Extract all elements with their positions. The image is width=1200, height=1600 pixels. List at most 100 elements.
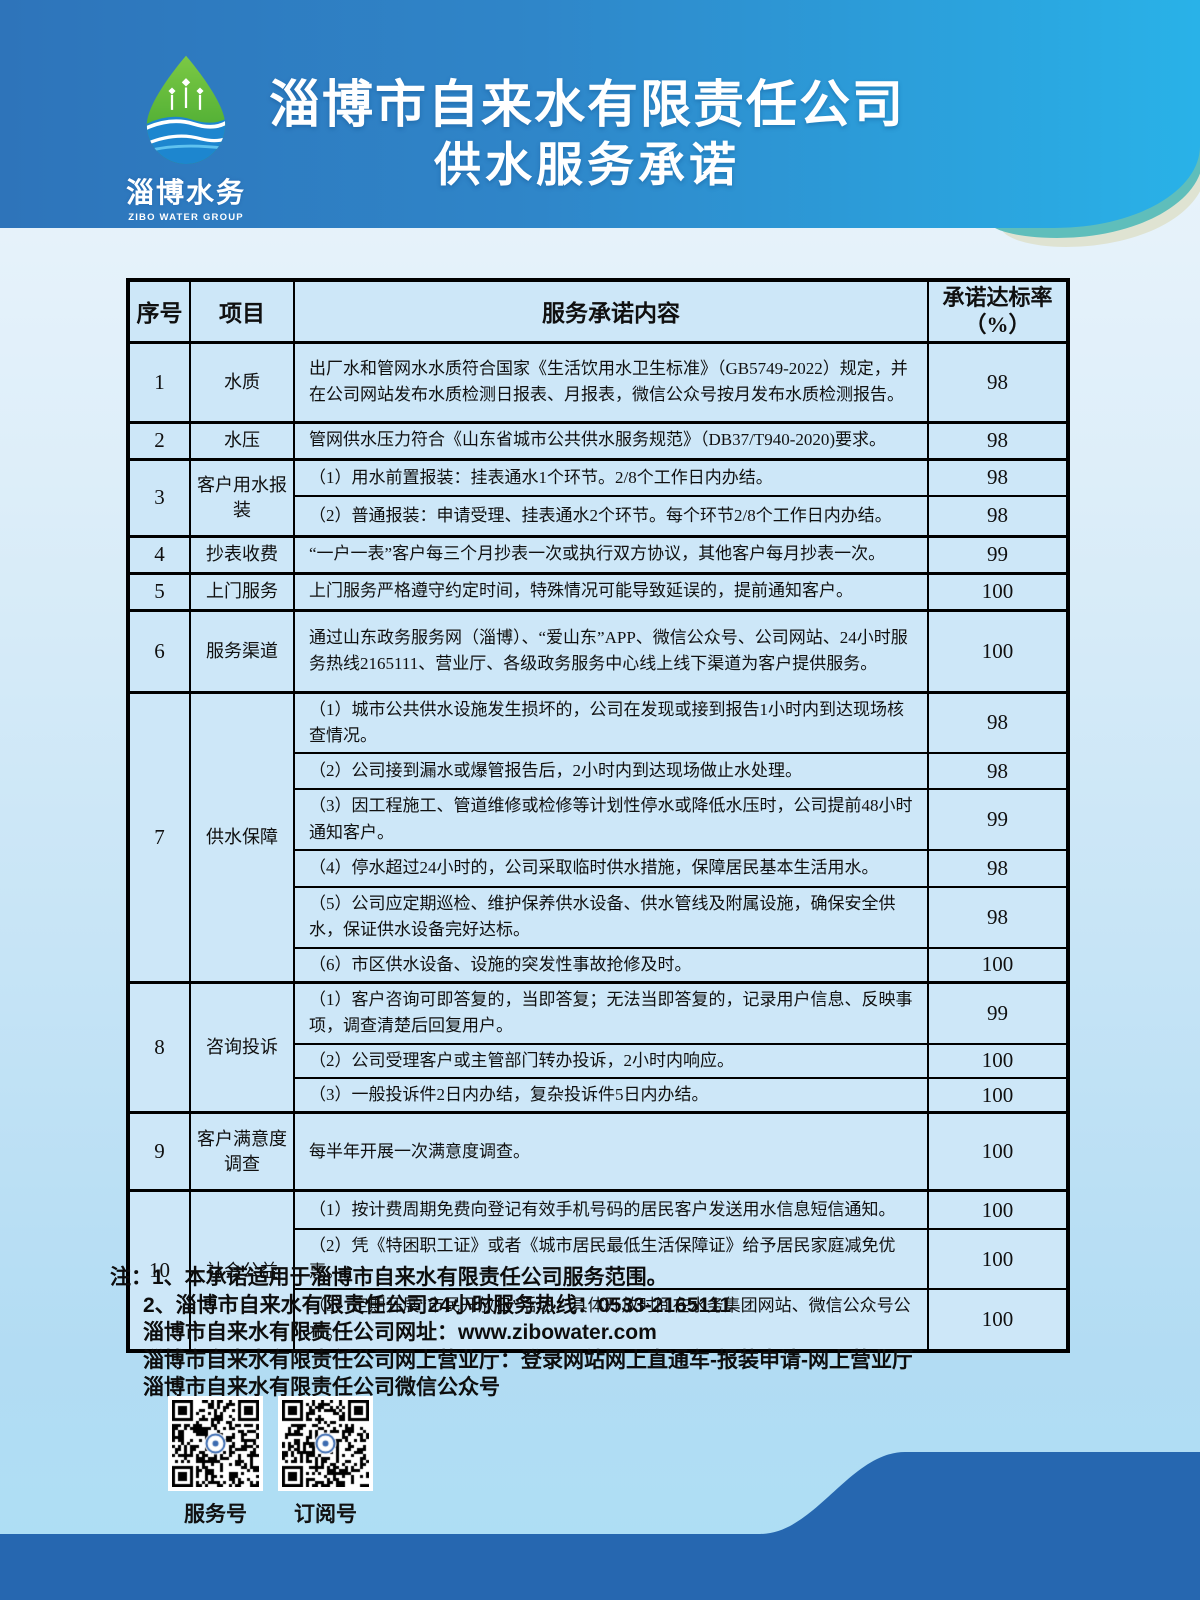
row-content: （3）定期开展“市民开放日”活动，具体开放时间在水务集团网站、微信公众号公布。 (293, 1288, 929, 1353)
qr-code-section: 服务号 订阅号 (168, 1396, 373, 1528)
row-rate: 100 (927, 1227, 1069, 1291)
note-line: 注：1、本承诺适用于淄博市自来水有限责任公司服务范围。 (110, 1266, 668, 1289)
table-row: （2）公司受理客户或主管部门转办投诉，2小时内响应。 100 (128, 1042, 1069, 1079)
logo-name-cn: 淄博水务 (125, 177, 246, 208)
row-content: 每半年开展一次满意度调查。 (293, 1111, 929, 1192)
note-line: 淄博市自来水有限责任公司网址：www.zibowater.com (143, 1321, 657, 1344)
table-row: 1 水质 出厂水和管网水水质符合国家《生活饮用水卫生标准》（GB5749-202… (127, 340, 1069, 423)
page-title-line2: 供水服务承诺 (434, 138, 740, 191)
row-item: 水质 (189, 340, 295, 423)
row-rate: 100 (927, 1189, 1069, 1230)
row-number: 9 (127, 1111, 191, 1192)
row-content: （1）客户咨询可即答复的，当即答复；无法当即答复的，记录用户信息、反映事项，调查… (293, 980, 929, 1045)
row-number: 3 (127, 457, 191, 537)
qr-subscribe-code-icon (278, 1396, 373, 1491)
row-rate: 98 (927, 495, 1069, 537)
note-line: 淄博市自来水有限责任公司微信公众号 (143, 1376, 500, 1399)
row-rate: 100 (927, 1042, 1069, 1079)
row-item: 社会公益 (189, 1189, 295, 1353)
row-content: 通过山东政务服务网（淄博）、“爱山东”APP、微信公众号、公司网站、24小时服务… (293, 608, 929, 693)
row-content: 管网供水压力符合《山东省城市公共供水服务规范》（DB37/T940-2020)要… (293, 420, 929, 460)
row-number: 5 (127, 571, 191, 611)
row-rate: 100 (927, 571, 1069, 611)
row-item: 供水保障 (189, 690, 295, 984)
row-item: 客户用水报装 (189, 457, 295, 537)
row-rate: 100 (927, 1288, 1069, 1353)
commitment-table: 序号 项目 服务承诺内容 承诺达标率 （%） 1 水质 出厂水和管网水水质符合国… (126, 278, 1070, 1354)
row-rate: 98 (927, 457, 1069, 497)
row-rate: 98 (927, 690, 1069, 755)
row-number: 6 (127, 608, 191, 693)
row-number: 2 (127, 420, 191, 460)
qr-subscribe-figure: 订阅号 (278, 1396, 373, 1528)
row-content: （1）按计费周期免费向登记有效手机号码的居民客户发送用水信息短信通知。 (293, 1189, 929, 1230)
table-row: （2）普通报装：申请受理、挂表通水2个环节。每个环节2/8个工作日内办结。 98 (128, 495, 1069, 537)
table-row: （5）公司应定期巡检、维护保养供水设备、供水管线及附属设施，确保安全供水，保证供… (128, 885, 1069, 949)
table-row: 10 社会公益 （1）按计费周期免费向登记有效手机号码的居民客户发送用水信息短信… (127, 1189, 1069, 1353)
header-titles: 淄博市自来水有限责任公司 供水服务承诺 (262, 74, 912, 194)
row-number: 7 (127, 690, 191, 984)
company-logo: 淄博水务 ZIBO WATER GROUP (116, 52, 256, 223)
table-row: 4 抄表收费 “一户一表”客户每三个月抄表一次或执行双方协议，其他客户每月抄表一… (127, 534, 1069, 574)
row-rate: 100 (927, 946, 1069, 984)
qr-subscribe-label: 订阅号 (294, 1503, 357, 1526)
row-rate: 98 (927, 848, 1069, 888)
row-content: （5）公司应定期巡检、维护保养供水设备、供水管线及附属设施，确保安全供水，保证供… (293, 885, 929, 949)
row-rate: 100 (927, 1111, 1069, 1192)
row-content: （3）因工程施工、管道维修或检修等计划性停水或降低水压时，公司提前48小时通知客… (293, 788, 929, 851)
table-row: 2 水压 管网供水压力符合《山东省城市公共供水服务规范》（DB37/T940-2… (127, 420, 1069, 460)
row-item: 咨询投诉 (189, 980, 295, 1114)
qr-service-figure: 服务号 (168, 1396, 263, 1528)
row-item: 抄表收费 (189, 534, 295, 574)
table-row: 7 供水保障 （1）城市公共供水设施发生损坏的，公司在发现或接到报告1小时内到达… (127, 690, 1069, 984)
row-rate: 99 (927, 788, 1069, 851)
table-row: （3）因工程施工、管道维修或检修等计划性停水或降低水压时，公司提前48小时通知客… (128, 788, 1069, 851)
table-header-row: 序号 项目 服务承诺内容 承诺达标率 （%） (127, 279, 1069, 343)
row-content: （2）公司受理客户或主管部门转办投诉，2小时内响应。 (293, 1042, 929, 1079)
row-content: （2）普通报装：申请受理、挂表通水2个环节。每个环节2/8个工作日内办结。 (293, 495, 929, 537)
row-rate: 100 (927, 1076, 1069, 1114)
row-content: （1）城市公共供水设施发生损坏的，公司在发现或接到报告1小时内到达现场核查情况。 (293, 690, 929, 755)
row-rate: 98 (927, 340, 1069, 423)
table-row: （2）公司接到漏水或爆管报告后，2小时内到达现场做止水处理。 98 (128, 752, 1069, 791)
row-item: 客户满意度调查 (189, 1111, 295, 1192)
row-content: （2）凭《特困职工证》或者《城市居民最低生活保障证》给予居民家庭减免优惠。 (293, 1227, 929, 1291)
row-item: 上门服务 (189, 571, 295, 611)
row-content: （6）市区供水设备、设施的突发性事故抢修及时。 (293, 946, 929, 984)
table-row: 9 客户满意度调查 每半年开展一次满意度调查。 100 (127, 1111, 1069, 1192)
row-rate: 100 (927, 608, 1069, 693)
row-content: 出厂水和管网水水质符合国家《生活饮用水卫生标准》（GB5749-2022）规定，… (293, 340, 929, 423)
table-row: （2）凭《特困职工证》或者《城市居民最低生活保障证》给予居民家庭减免优惠。 10… (128, 1227, 1069, 1291)
col-header-content: 服务承诺内容 (293, 279, 929, 343)
logo-name-en: ZIBO WATER GROUP (128, 212, 244, 223)
table-row: （3）一般投诉件2日内办结，复杂投诉件5日内办结。 100 (128, 1076, 1069, 1114)
table-row: （6）市区供水设备、设施的突发性事故抢修及时。 100 (128, 946, 1069, 984)
note-line: 2、淄博市自来水有限责任公司24小时服务热线：0533-2165111 (143, 1293, 732, 1317)
table-row: 8 咨询投诉 （1）客户咨询可即答复的，当即答复；无法当即答复的，记录用户信息、… (127, 980, 1069, 1114)
note-line: 淄博市自来水有限责任公司网上营业厅：登录网站网上直通车-报装申请-网上营业厅 (143, 1348, 913, 1372)
table-row: （3）定期开展“市民开放日”活动，具体开放时间在水务集团网站、微信公众号公布。 … (128, 1288, 1069, 1353)
table-row: 6 服务渠道 通过山东政务服务网（淄博）、“爱山东”APP、微信公众号、公司网站… (127, 608, 1069, 693)
row-rate: 99 (927, 534, 1069, 574)
row-content: （2）公司接到漏水或爆管报告后，2小时内到达现场做止水处理。 (293, 752, 929, 791)
col-header-no: 序号 (127, 279, 191, 343)
table-row: 5 上门服务 上门服务严格遵守约定时间，特殊情况可能导致延误的，提前通知客户。 … (127, 571, 1069, 611)
water-drop-logo-icon (146, 55, 226, 164)
row-number: 10 (127, 1189, 191, 1353)
row-content: “一户一表”客户每三个月抄表一次或执行双方协议，其他客户每月抄表一次。 (293, 534, 929, 574)
table-row: （4）停水超过24小时的，公司采取临时供水措施，保障居民基本生活用水。 98 (128, 848, 1069, 888)
row-content: （3）一般投诉件2日内办结，复杂投诉件5日内办结。 (293, 1076, 929, 1114)
row-rate: 98 (927, 752, 1069, 791)
row-item: 水压 (189, 420, 295, 460)
row-number: 4 (127, 534, 191, 574)
row-content: （1）用水前置报装：挂表通水1个环节。2/8个工作日内办结。 (293, 457, 929, 497)
row-number: 1 (127, 340, 191, 423)
qr-service-code-icon (168, 1396, 263, 1491)
col-header-rate: 承诺达标率 （%） (927, 279, 1069, 343)
qr-service-label: 服务号 (184, 1503, 247, 1526)
row-content: 上门服务严格遵守约定时间，特殊情况可能导致延误的，提前通知客户。 (293, 571, 929, 611)
page-title-line1: 淄博市自来水有限责任公司 (268, 76, 905, 133)
row-rate: 99 (927, 980, 1069, 1045)
row-item: 服务渠道 (189, 608, 295, 693)
